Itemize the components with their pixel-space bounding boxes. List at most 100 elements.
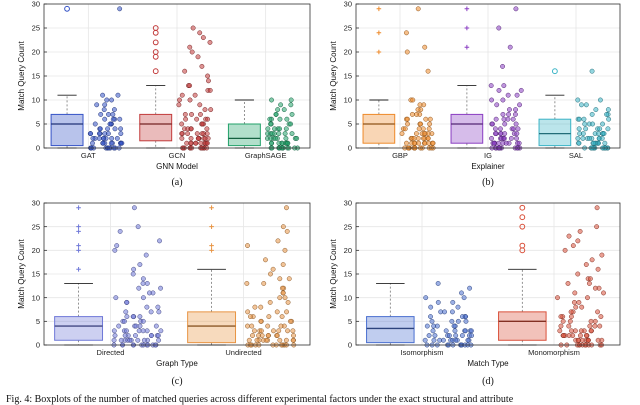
scatter-point xyxy=(265,131,271,137)
scatter-point xyxy=(582,121,588,127)
scatter-point xyxy=(459,333,465,338)
scatter-point xyxy=(593,107,599,113)
scatter-point xyxy=(572,290,578,296)
box-iqr xyxy=(227,123,261,147)
scatter-point xyxy=(288,97,294,103)
scatter-point xyxy=(501,116,507,122)
scatter-point xyxy=(595,266,601,272)
scatter-point xyxy=(280,290,286,296)
scatter-point xyxy=(589,111,595,117)
scatter-point xyxy=(561,333,566,338)
scatter-point xyxy=(130,314,136,320)
scatter-point xyxy=(280,224,286,230)
scatter-point xyxy=(199,121,205,127)
y-tick-label: 25 xyxy=(344,24,352,33)
scatter-point xyxy=(245,309,251,315)
scatter-point xyxy=(404,49,410,55)
chart-panel-4: Isomorphism Monomorphism 0 5 10 15 20 25 30 Match… xyxy=(329,199,621,387)
box-outlier xyxy=(152,25,159,31)
scatter-point xyxy=(118,131,124,137)
scatter-point xyxy=(288,121,294,127)
scatter-point xyxy=(131,205,137,211)
scatter-point xyxy=(518,87,524,93)
box-iqr xyxy=(50,113,84,147)
scatter-point xyxy=(601,131,607,137)
scatter-point xyxy=(130,271,136,277)
scatter-point xyxy=(435,299,441,305)
scatter-point xyxy=(513,6,519,12)
scatter-point xyxy=(601,290,606,296)
scatter-point xyxy=(404,140,409,146)
scatter-point xyxy=(277,126,283,132)
scatter-point xyxy=(282,247,288,253)
scatter-point xyxy=(249,323,255,329)
scatter-point xyxy=(425,131,431,137)
scatter-point xyxy=(468,328,474,334)
scatter-point xyxy=(207,87,213,93)
scatter-point xyxy=(575,135,581,141)
scatter-point xyxy=(185,131,191,137)
scatter-point xyxy=(90,140,95,146)
scatter-point xyxy=(112,333,118,338)
y-tick-label: 10 xyxy=(32,293,40,302)
scatter-point xyxy=(108,140,114,146)
scatter-point xyxy=(493,116,499,122)
scatter-point xyxy=(144,328,150,334)
scatter-point xyxy=(599,252,605,258)
scatter-point xyxy=(580,135,586,141)
scatter-point xyxy=(200,35,206,41)
y-tick-label: 0 xyxy=(36,341,40,350)
scatter-point xyxy=(566,323,572,329)
scatter-point xyxy=(411,135,417,141)
scatter-point xyxy=(516,140,522,146)
box-outlier xyxy=(76,224,81,229)
scatter-point xyxy=(463,318,469,324)
panel-label: (b) xyxy=(482,177,494,188)
scatter-point xyxy=(106,111,111,117)
scatter-point xyxy=(258,328,264,334)
scatter-point xyxy=(105,131,111,137)
scatter-point xyxy=(245,323,250,329)
scatter-point xyxy=(567,318,573,324)
scatter-point xyxy=(284,228,290,234)
scatter-point xyxy=(256,333,262,338)
y-tick-label: 25 xyxy=(344,222,352,231)
scatter-point xyxy=(113,295,119,301)
scatter-point xyxy=(267,116,273,122)
scatter-point xyxy=(146,290,152,296)
scatter-point xyxy=(197,30,203,36)
scatter-point xyxy=(579,337,585,343)
scatter-point xyxy=(513,107,518,113)
scatter-point xyxy=(248,314,253,320)
scatter-point xyxy=(276,328,282,334)
scatter-point xyxy=(284,205,289,211)
scatter-point xyxy=(438,309,444,315)
scatter-point xyxy=(490,121,495,127)
scatter-point xyxy=(595,131,601,137)
scatter-point xyxy=(416,126,422,132)
scatter-point xyxy=(452,328,458,334)
scatter-point xyxy=(245,243,250,249)
scatter-point xyxy=(588,318,594,324)
y-axis-label: Match Query Count xyxy=(17,239,26,309)
scatter-point xyxy=(274,309,280,315)
box-outlier xyxy=(376,30,382,36)
scatter-point xyxy=(405,121,410,127)
scatter-point xyxy=(575,238,581,244)
box-outlier xyxy=(76,205,81,211)
scatter-point xyxy=(115,92,121,98)
box-outlier xyxy=(152,49,159,55)
scatter-point xyxy=(413,131,419,137)
scatter-point xyxy=(501,83,507,89)
scatter-point xyxy=(461,295,467,301)
scatter-point xyxy=(118,337,124,343)
scatter-point xyxy=(498,131,504,137)
scatter-point xyxy=(179,135,185,141)
scatter-point xyxy=(575,271,581,277)
scatter-point xyxy=(276,131,282,137)
scatter-point xyxy=(96,131,102,137)
x-tick-label: GraphSAGE xyxy=(245,151,287,160)
scatter-point xyxy=(459,290,464,296)
scatter-point xyxy=(422,44,428,50)
scatter-point xyxy=(265,333,271,338)
